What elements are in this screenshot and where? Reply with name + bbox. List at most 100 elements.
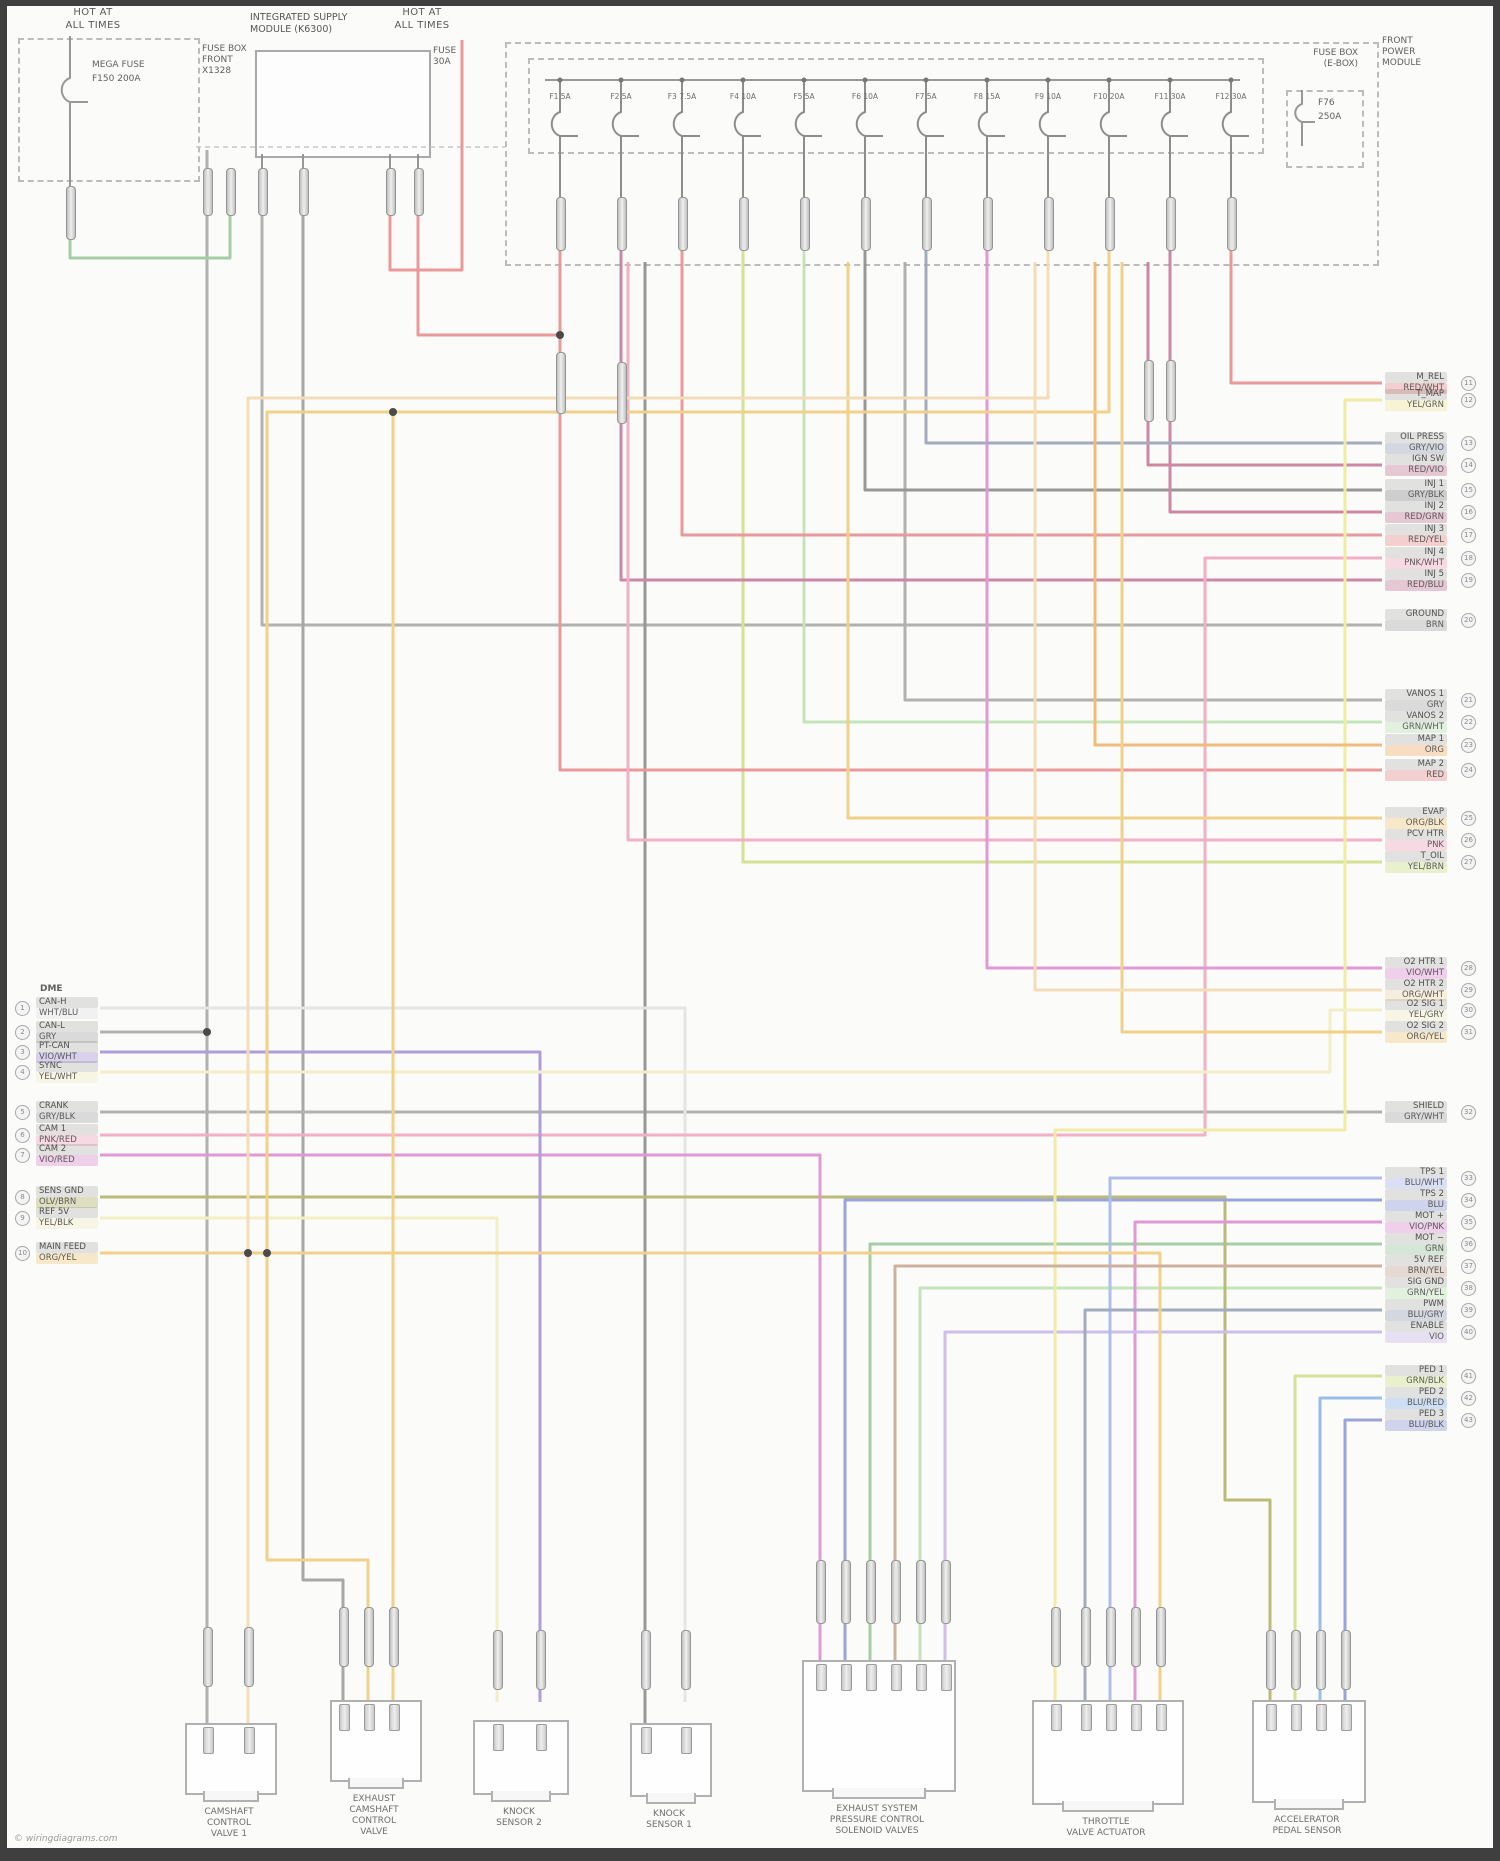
bus-junction-dot <box>984 77 990 83</box>
fuse-symbol <box>1160 80 1188 197</box>
terminal-pin-number: 32 <box>1461 1105 1476 1120</box>
terminal-name: INJ 2 <box>1385 501 1447 512</box>
terminal-label: TPS 1 BLU/WHT <box>1385 1167 1447 1189</box>
fuse-label: F10 20A <box>1093 92 1125 101</box>
wire <box>626 262 1382 842</box>
wire <box>100 1195 1272 1702</box>
terminal-name: ENABLE <box>1385 1321 1447 1332</box>
terminal-name: CAN-L <box>36 1021 98 1032</box>
component-label: CONTROL <box>207 1818 251 1828</box>
inline-connector <box>1131 1607 1141 1667</box>
bus-junction-dot <box>618 77 624 83</box>
inline-connector <box>66 186 76 240</box>
terminal-wire-code: YEL/WHT <box>36 1072 98 1083</box>
inline-connector <box>244 1627 254 1687</box>
terminal-name: PWM <box>1385 1299 1447 1310</box>
terminal-pin-number: 18 <box>1461 551 1476 566</box>
component-label: VALVE 1 <box>210 1829 248 1839</box>
fuse-symbol <box>611 80 639 197</box>
terminal-label: O2 HTR 2 ORG/WHT <box>1385 979 1447 1001</box>
wire <box>619 249 1382 582</box>
inline-connector <box>1051 1607 1061 1667</box>
terminal-pin-number: 35 <box>1461 1215 1476 1230</box>
wire <box>100 1006 687 1702</box>
wire <box>1133 1220 1382 1702</box>
terminal-label: MAP 1 ORG <box>1385 734 1447 756</box>
terminal-pin-number: 11 <box>1461 376 1476 391</box>
terminal-pin-number: 23 <box>1461 738 1476 753</box>
wire <box>1120 262 1382 1034</box>
terminal-wire-code: YEL/GRY <box>1385 1010 1447 1021</box>
component-pin <box>1341 1704 1352 1731</box>
terminal-pin-number: 40 <box>1461 1325 1476 1340</box>
terminal-label: CAM 2 VIO/RED <box>36 1144 98 1166</box>
terminal-pin-number: 5 <box>15 1105 30 1120</box>
fuse-symbol <box>672 80 700 197</box>
terminal-wire-code: ORG/YEL <box>36 1253 98 1264</box>
wire <box>100 1153 822 1662</box>
bus-junction-dot <box>1167 77 1173 83</box>
component-pin <box>816 1664 827 1691</box>
terminal-name: VANOS 2 <box>1385 711 1447 722</box>
terminal-name: IGN SW <box>1385 454 1447 465</box>
wire <box>1318 1396 1382 1702</box>
fuse-label: F4 10A <box>729 92 757 101</box>
terminal-wire-code: WHT/BLU <box>36 1008 98 1019</box>
inline-connector <box>617 197 627 251</box>
component-pin <box>1316 1704 1327 1731</box>
component-label: THROTTLE <box>1082 1817 1130 1827</box>
component-pin <box>244 1727 255 1754</box>
component-pin <box>916 1664 927 1691</box>
terminal-label: ENABLE VIO <box>1385 1321 1447 1343</box>
inline-connector <box>1316 1630 1326 1690</box>
inline-connector <box>203 168 213 216</box>
inline-connector <box>493 1630 503 1690</box>
terminal-name: SYNC <box>36 1061 98 1072</box>
component-pin <box>493 1724 504 1751</box>
fuse-label: F11 30A <box>1154 92 1186 101</box>
fuse-label: F2 5A <box>610 92 632 101</box>
terminal-name: REF 5V <box>36 1207 98 1218</box>
hot-at-all-times-label-right: HOT AT ALL TIMES <box>394 7 450 31</box>
inline-connector <box>1044 197 1054 251</box>
inline-connector <box>299 168 309 216</box>
inline-connector <box>1341 1630 1351 1690</box>
page-border-left <box>0 0 7 1861</box>
inline-connector <box>1166 360 1176 422</box>
component-box <box>1032 1700 1184 1805</box>
terminal-label: SIG GND GRN/YEL <box>1385 1277 1447 1299</box>
pre-fuse-box-side-label: FUSE BOX FRONT X1328 <box>202 44 247 76</box>
terminal-wire-code: RED/VIO <box>1385 465 1447 476</box>
terminal-pin-number: 31 <box>1461 1025 1476 1040</box>
terminal-pin-number: 1 <box>15 1001 30 1016</box>
page-border-bottom <box>0 1848 1500 1861</box>
terminal-pin-number: 22 <box>1461 715 1476 730</box>
terminal-label: IGN SW RED/VIO <box>1385 454 1447 476</box>
wire <box>1083 1308 1382 1702</box>
inline-connector <box>1144 360 1154 422</box>
inline-connector <box>891 1560 901 1624</box>
wire <box>100 1251 1162 1702</box>
wire <box>802 249 1382 724</box>
component-label: SENSOR 2 <box>496 1818 542 1828</box>
terminal-label: CAN-L GRY <box>36 1021 98 1043</box>
terminal-label: MOT − GRN <box>1385 1233 1447 1255</box>
inline-connector <box>1156 1607 1166 1667</box>
wire <box>60 36 88 190</box>
inline-connector <box>389 1607 399 1667</box>
terminal-label: SENS GND OLV/BRN <box>36 1186 98 1208</box>
terminal-name: MAP 1 <box>1385 734 1447 745</box>
component-label: PEDAL SENSOR <box>1272 1826 1342 1836</box>
component-pin <box>641 1727 652 1754</box>
junction-dot <box>203 1028 211 1036</box>
terminal-wire-code: RED/BLU <box>1385 580 1447 591</box>
component-box <box>473 1720 569 1795</box>
terminal-name: PED 2 <box>1385 1387 1447 1398</box>
terminal-pin-number: 17 <box>1461 528 1476 543</box>
ebox-internal-fuse-box <box>1286 90 1364 168</box>
mega-fuse-rating: F150 200A <box>92 74 141 84</box>
fuse-symbol <box>1038 80 1066 197</box>
bus-junction-dot <box>1106 77 1112 83</box>
component-pin <box>364 1704 375 1731</box>
